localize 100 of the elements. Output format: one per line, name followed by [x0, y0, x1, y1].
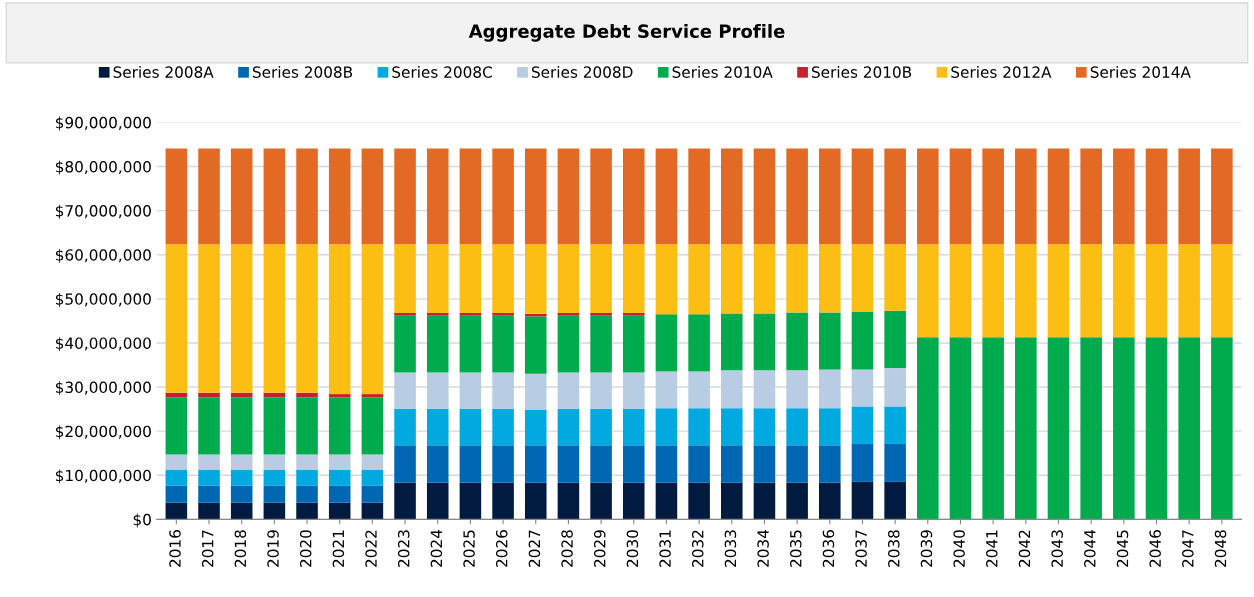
bar — [296, 392, 318, 398]
bar — [851, 148, 874, 245]
bar — [165, 485, 188, 503]
bar — [949, 244, 972, 338]
bar — [622, 482, 645, 520]
x-tick-label: 2040 — [953, 530, 965, 567]
x-tick-label: 2033 — [724, 530, 737, 567]
bar — [263, 397, 286, 455]
bar — [1113, 337, 1135, 520]
x-tick-label: 2022 — [365, 530, 377, 567]
bar — [622, 148, 645, 245]
bar — [1047, 244, 1070, 338]
bar — [198, 485, 220, 503]
bar — [198, 244, 220, 393]
bar — [1145, 148, 1168, 245]
bar — [851, 443, 874, 482]
x-tick-label: 2043 — [1051, 530, 1063, 567]
bar — [492, 408, 514, 446]
bar — [557, 408, 580, 446]
bar — [492, 372, 514, 409]
bar — [361, 148, 384, 245]
bar — [753, 148, 776, 245]
bar — [426, 482, 449, 520]
bar — [296, 502, 318, 520]
bar — [296, 244, 318, 393]
bar — [622, 372, 645, 409]
bar — [721, 313, 743, 371]
bar — [1047, 337, 1070, 520]
bar — [851, 312, 874, 370]
bar — [426, 244, 449, 313]
bar — [361, 454, 384, 470]
bar — [688, 482, 710, 520]
bar — [819, 312, 841, 370]
bar — [1145, 244, 1168, 338]
bar — [590, 482, 612, 520]
bar — [557, 148, 580, 245]
legend-label: Series 2008D — [531, 66, 633, 78]
x-tick-label: 2030 — [626, 530, 639, 567]
bar — [263, 502, 286, 520]
bar — [655, 408, 678, 446]
bar — [688, 445, 710, 483]
x-tick-label: 2020 — [299, 530, 312, 567]
bar — [426, 148, 449, 245]
bar — [721, 148, 743, 245]
bar — [851, 406, 874, 444]
bar — [786, 244, 808, 313]
bar — [524, 373, 547, 410]
legend-label: Series 2010A — [672, 66, 773, 78]
y-tick-label: $40,000,000 — [55, 337, 151, 351]
bar — [230, 485, 253, 503]
bar — [1113, 244, 1135, 338]
bar — [786, 408, 808, 446]
bar — [721, 408, 743, 446]
bar — [884, 368, 906, 407]
bar — [1080, 244, 1102, 338]
x-tick-label: 2019 — [267, 530, 279, 567]
bar — [590, 244, 612, 313]
bar — [949, 148, 972, 245]
bar — [688, 408, 710, 446]
x-tick-label: 2032 — [691, 530, 704, 567]
bar — [688, 371, 710, 409]
bar — [851, 481, 874, 520]
x-tick-label: 2045 — [1116, 530, 1129, 567]
bar — [1145, 337, 1168, 520]
bar — [1015, 337, 1037, 520]
bar — [263, 485, 286, 503]
bar — [1047, 148, 1070, 245]
x-tick-label: 2034 — [757, 529, 769, 567]
bar — [1211, 148, 1233, 245]
x-tick-label: 2039 — [920, 530, 933, 567]
bar — [230, 397, 253, 455]
bar — [263, 148, 286, 245]
bar — [198, 148, 220, 245]
bar — [198, 392, 220, 398]
bar — [230, 502, 253, 520]
bar — [884, 443, 906, 482]
bar — [165, 469, 188, 486]
bar — [917, 337, 939, 520]
bar — [524, 148, 547, 245]
bar — [819, 445, 841, 483]
bar — [361, 394, 384, 398]
y-tick-label: $0 — [133, 513, 151, 528]
bar — [622, 408, 645, 446]
bar — [1178, 244, 1200, 338]
bar — [230, 454, 253, 470]
bar — [655, 314, 678, 372]
bar — [492, 148, 514, 245]
x-tick-label: 2038 — [888, 530, 900, 567]
x-tick-label: 2031 — [659, 530, 671, 567]
x-tick-label: 2042 — [1018, 530, 1031, 567]
bar — [753, 408, 776, 446]
bar — [819, 369, 841, 409]
bar — [819, 244, 841, 313]
bar — [198, 454, 220, 470]
bar — [459, 372, 482, 409]
bar — [459, 148, 482, 245]
bar — [1015, 244, 1037, 338]
bar — [557, 482, 580, 520]
x-tick-label: 2028 — [561, 530, 573, 567]
bar — [198, 502, 220, 520]
